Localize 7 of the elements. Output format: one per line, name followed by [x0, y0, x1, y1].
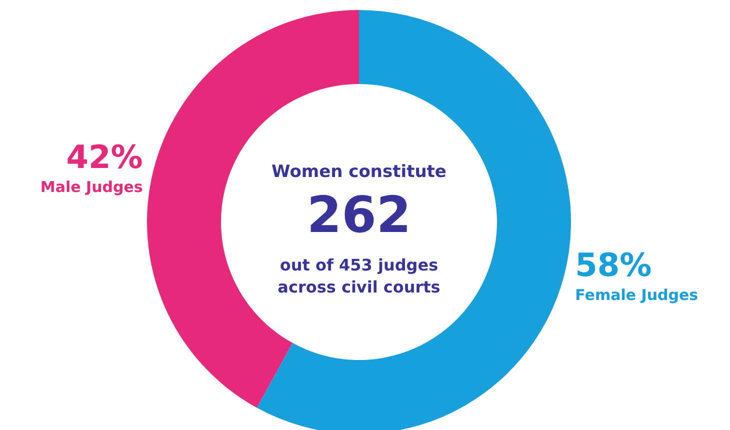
- slice-label: Male Judges: [40, 178, 143, 196]
- slice-label: Female Judges: [575, 286, 698, 304]
- text: 262: [306, 186, 412, 244]
- text: Women constitute: [272, 162, 446, 182]
- data-label: 58%: [575, 246, 652, 284]
- data-label: 42%: [66, 138, 143, 176]
- text: out of 453 judges across civil courts: [278, 256, 440, 296]
